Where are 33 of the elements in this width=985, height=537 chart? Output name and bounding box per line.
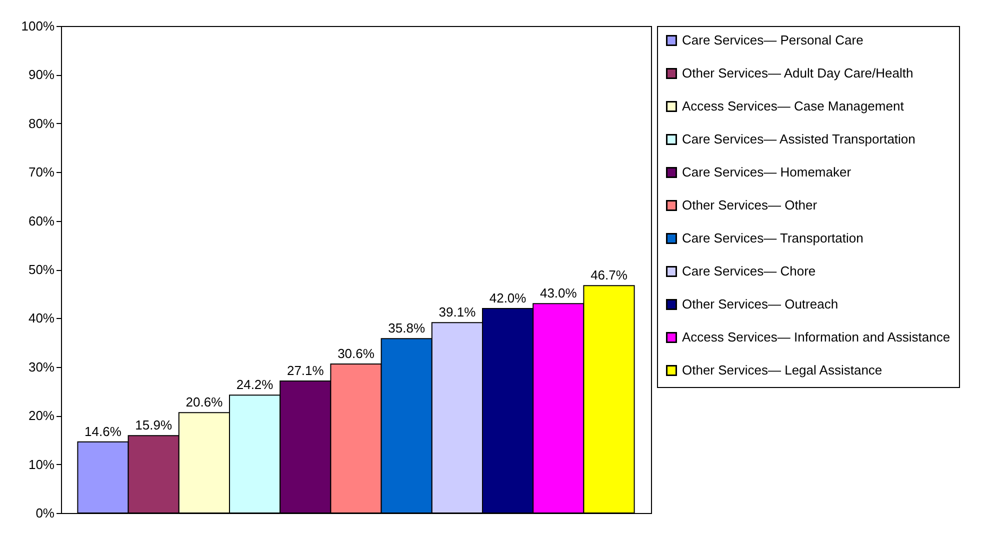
legend-label: Care Services— Homemaker: [682, 164, 852, 180]
legend-label: Other Services— Other: [682, 198, 818, 212]
legend-label: Access Services— Information and Assistance: [682, 330, 950, 344]
y-tick-label: 90%: [28, 67, 55, 82]
data-label: 27.1%: [286, 363, 324, 378]
legend-label: Access Services— Case Management: [682, 98, 904, 114]
y-tick-label: 70%: [28, 164, 55, 180]
data-label: 30.6%: [338, 346, 375, 361]
legend-label: Care Services— Transportation: [682, 230, 864, 246]
y-tick-label: 50%: [28, 262, 55, 277]
y-tick-label: 60%: [28, 213, 55, 228]
y-tick-label: 0%: [36, 506, 55, 520]
y-tick-label: 40%: [28, 310, 55, 326]
data-label: 14.6%: [84, 424, 122, 439]
legend-label: Care Services— Chore: [682, 264, 816, 278]
y-tick-label: 10%: [28, 456, 55, 472]
legend-label: Care Services— Personal Care: [682, 32, 864, 48]
y-tick-label: 100%: [21, 18, 55, 34]
data-label: 46.7%: [590, 268, 628, 283]
data-label: 42.0%: [489, 290, 527, 306]
legend-label: Other Services— Adult Day Care/Health: [682, 66, 914, 80]
legend-label: Care Services— Assisted Transportation: [682, 132, 916, 146]
data-label: 39.1%: [438, 304, 476, 320]
data-label: 35.8%: [388, 320, 426, 336]
data-label: 43.0%: [540, 286, 578, 301]
data-label: 15.9%: [135, 418, 172, 433]
data-label: 20.6%: [186, 394, 224, 410]
y-tick-label: 20%: [28, 408, 55, 424]
y-tick-label: 30%: [28, 359, 55, 374]
data-label: 24.2%: [236, 377, 274, 392]
legend-label: Other Services— Legal Assistance: [682, 362, 882, 378]
legend-label: Other Services— Outreach: [682, 296, 838, 312]
y-tick-label: 80%: [28, 116, 55, 131]
